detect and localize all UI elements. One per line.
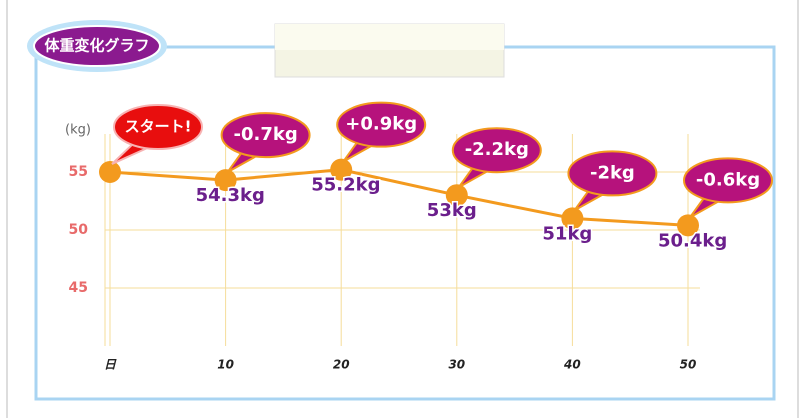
callout-text: +0.9kg xyxy=(345,114,417,135)
callout-text: -0.6kg xyxy=(696,169,760,190)
y-tick-label: 45 xyxy=(69,280,88,296)
value-label: 53kg xyxy=(427,200,477,221)
callout-bubble xyxy=(113,104,203,150)
value-label: 51kg xyxy=(542,223,592,244)
chart-title: 体重変化グラフ xyxy=(44,37,149,55)
callout-bubble xyxy=(567,150,658,197)
title-badge xyxy=(33,25,161,67)
point xyxy=(445,184,468,207)
y-axis-label: (kg) xyxy=(65,123,91,138)
x-tick-label: 10 xyxy=(217,358,234,372)
value-label: 55.2kg xyxy=(311,175,380,196)
callout-bubble xyxy=(683,157,773,204)
callout-bubble xyxy=(336,101,427,148)
point xyxy=(677,214,699,237)
point xyxy=(561,207,584,230)
value-label: 50.4kg xyxy=(658,230,727,251)
y-tick-label: 50 xyxy=(69,222,89,238)
x-tick-label: 20 xyxy=(333,358,350,372)
series-line xyxy=(109,168,689,227)
callout-text: -2kg xyxy=(590,162,635,183)
point xyxy=(330,158,353,181)
callout-text: -0.7kg xyxy=(233,124,297,145)
callout-bubble xyxy=(451,127,542,174)
callout-bubble xyxy=(220,112,311,159)
value-label: 54.3kg xyxy=(196,185,265,206)
x-tick-label: 50 xyxy=(680,358,697,372)
x-tick-label: 日 xyxy=(104,358,117,372)
point xyxy=(214,169,237,192)
callout-text: -2.2kg xyxy=(465,139,529,160)
x-tick-label: 30 xyxy=(448,358,465,372)
y-tick-label: 55 xyxy=(69,164,88,180)
callout-text: スタート! xyxy=(125,118,192,136)
x-tick-label: 40 xyxy=(563,358,581,372)
point xyxy=(99,161,121,183)
blank-box-top xyxy=(275,24,504,50)
